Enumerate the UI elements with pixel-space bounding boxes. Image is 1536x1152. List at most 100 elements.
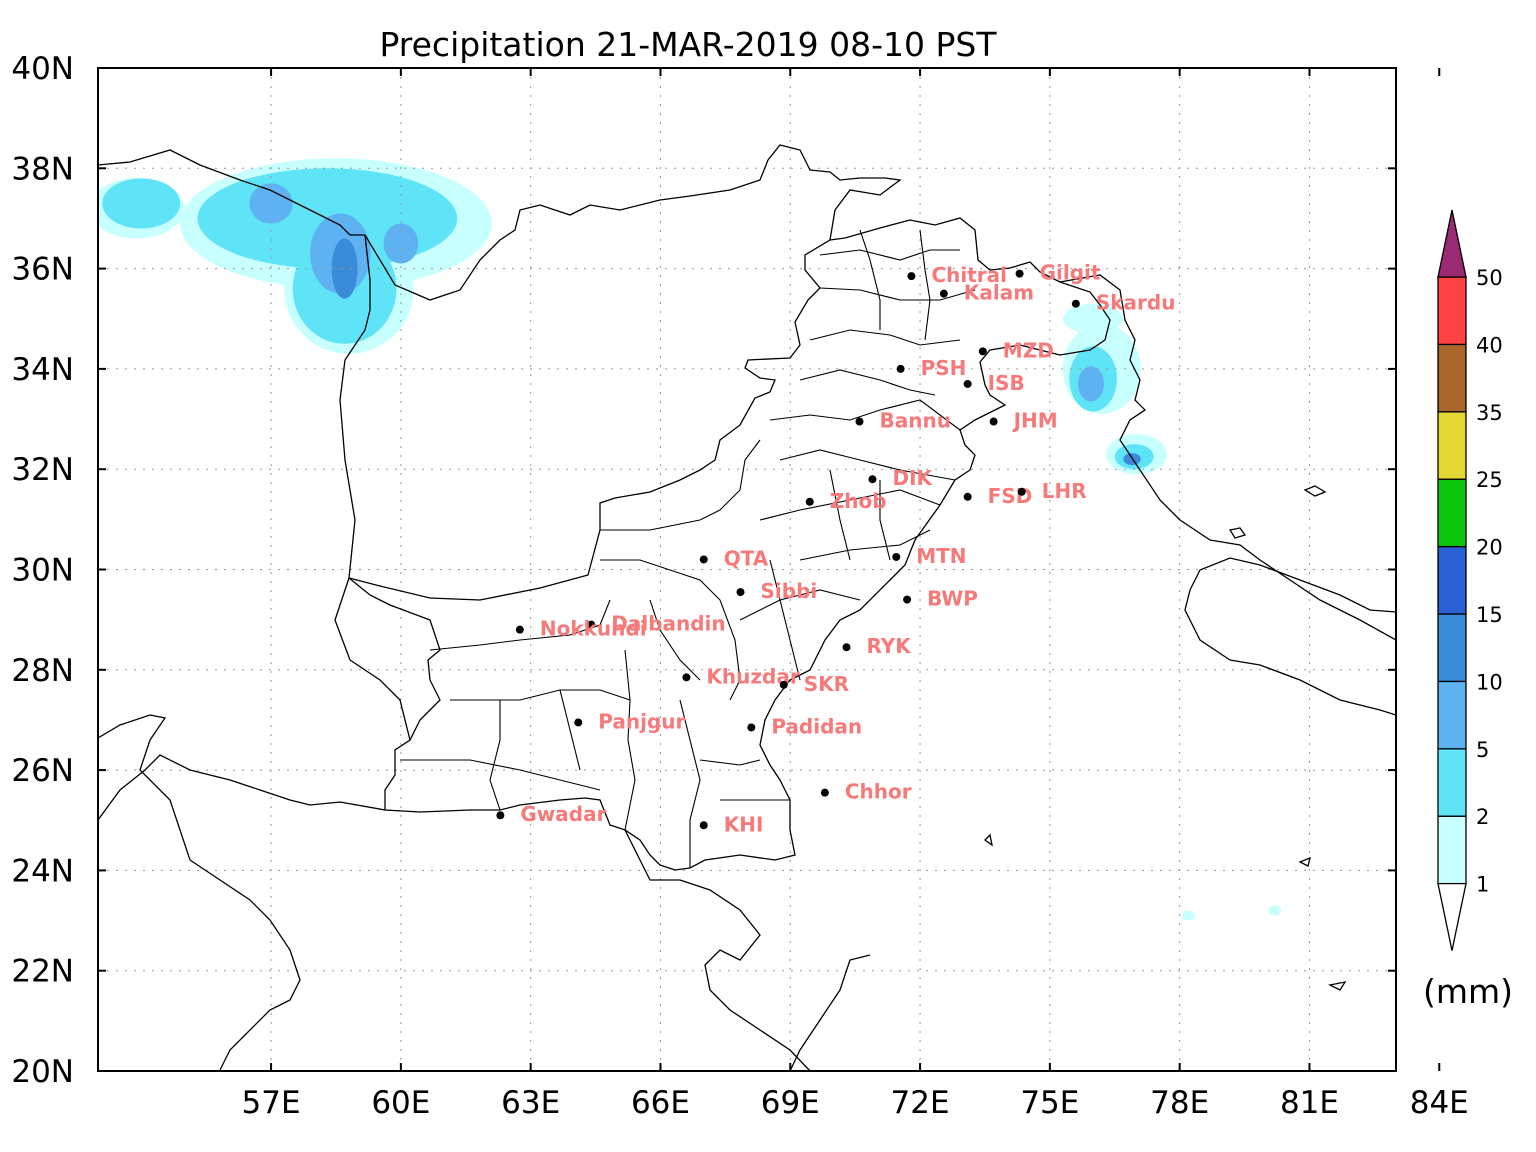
colorbar-box — [1437, 680, 1467, 750]
station-dot — [907, 272, 916, 281]
tick-label-lon: 84E — [1410, 1085, 1469, 1121]
station-dot — [805, 497, 814, 506]
station-label: Bannu — [879, 409, 950, 433]
india-border — [1059, 274, 1396, 641]
tick-label-lat: 28N — [11, 653, 74, 689]
station-dot — [496, 811, 505, 820]
colorbar-level-label: 40 — [1476, 333, 1503, 357]
station-dot — [978, 347, 987, 356]
colorbar-level-label: 5 — [1476, 738, 1489, 762]
colorbar-box — [1437, 276, 1467, 346]
station-label: Skardu — [1096, 291, 1176, 315]
tick-label-lon: 63E — [501, 1085, 560, 1121]
station-label: Dalbandin — [611, 612, 725, 636]
colorbar-under-triangle — [1437, 882, 1467, 951]
station-dot — [1017, 487, 1026, 496]
station-label: Padidan — [771, 714, 862, 738]
station-label: Gilgit — [1040, 261, 1101, 285]
precip-cell — [102, 178, 181, 229]
colorbar-level-label: 2 — [1476, 805, 1489, 829]
tick-label-lat: 32N — [11, 452, 74, 488]
tick-label-lon: 57E — [242, 1085, 301, 1121]
tick-label-lat: 38N — [11, 151, 74, 187]
colorbar-box — [1437, 748, 1467, 817]
station-dot — [855, 417, 864, 426]
tick-label-lon: 69E — [761, 1085, 820, 1121]
tick-label-lat: 34N — [11, 352, 74, 388]
precip-cell — [331, 238, 358, 299]
coastline-oman — [98, 714, 301, 1071]
station-label: KHI — [724, 812, 764, 836]
tick-label-lon: 66E — [631, 1085, 690, 1121]
station-label: Chitral — [931, 263, 1007, 287]
station-label: BWP — [927, 587, 978, 611]
station-dot — [747, 723, 756, 732]
nepal-border — [1189, 557, 1396, 613]
colorbar-box — [1437, 815, 1467, 885]
station-label: Kalam — [964, 281, 1034, 305]
afghanistan-border — [339, 144, 902, 579]
station-label: LHR — [1042, 479, 1087, 503]
station-dot — [903, 595, 912, 604]
province-lines — [400, 229, 976, 868]
station-dot — [699, 821, 708, 830]
colorbar-unit: (mm) — [1423, 972, 1513, 1011]
colorbar-level-label: 20 — [1476, 536, 1503, 560]
axis-ticks: 57E 60E 63E 66E 69E 72E 75E 78E 81E 84E 20N 22N 24N 2… — [11, 51, 1468, 1121]
tick-label-lat: 22N — [11, 954, 74, 990]
nepal-south-border — [1184, 589, 1396, 716]
tick-label-lat: 20N — [11, 1054, 74, 1090]
station-label: Gwadar — [520, 802, 606, 826]
tick-label-lon: 78E — [1150, 1085, 1209, 1121]
precipitation-layer — [98, 158, 1282, 921]
station-label: Nokkundi — [540, 617, 647, 641]
station-label: MZD — [1003, 338, 1054, 362]
station-label: Sibbi — [761, 579, 818, 603]
station-label: SKR — [804, 672, 849, 696]
boundaries — [98, 144, 1396, 1071]
station-label: JHM — [1012, 409, 1058, 433]
station-label: Panjgur — [598, 709, 685, 733]
station-dot — [892, 552, 901, 561]
pakistan-border — [348, 217, 1111, 871]
station-dot — [868, 475, 877, 484]
station-dot — [820, 788, 829, 797]
colorbar-box — [1437, 343, 1467, 413]
station-dot — [779, 680, 788, 689]
colorbar-level-label: 15 — [1476, 603, 1503, 627]
precip-cell — [383, 223, 419, 264]
station-dot — [989, 417, 998, 426]
map-title: Precipitation 21-MAR-2019 08-10 PST — [379, 25, 997, 64]
station-label: Zhob — [830, 489, 887, 513]
tick-label-lat: 26N — [11, 753, 74, 789]
tick-label-lat: 40N — [11, 51, 74, 87]
colorbar-over-triangle — [1437, 209, 1467, 278]
colorbar-box — [1437, 613, 1467, 683]
station-dot — [682, 673, 691, 682]
station-label: PSH — [921, 356, 967, 380]
station-label: Chhor — [845, 780, 912, 804]
colorbar-box — [1437, 545, 1467, 615]
iran-border — [334, 577, 411, 741]
station-dot — [939, 289, 948, 298]
colorbar-level-label: 50 — [1476, 266, 1503, 290]
tick-label-lon: 81E — [1280, 1085, 1339, 1121]
station-dot — [963, 379, 972, 388]
station-dot — [515, 625, 524, 634]
colorbar-level-label: 10 — [1476, 670, 1503, 694]
precip-cell — [1268, 905, 1282, 916]
colorbar-level-label: 25 — [1476, 468, 1503, 492]
coastline-india — [624, 829, 811, 1071]
tick-label-lat: 24N — [11, 853, 74, 889]
station-dot — [736, 588, 745, 597]
station-dot — [587, 620, 596, 629]
station-dot — [842, 643, 851, 652]
tick-label-lon: 60E — [371, 1085, 430, 1121]
station-dot — [896, 364, 905, 373]
tick-label-lat: 36N — [11, 252, 74, 288]
station-label: FSD — [988, 484, 1033, 508]
station-label: DIK — [892, 466, 933, 490]
